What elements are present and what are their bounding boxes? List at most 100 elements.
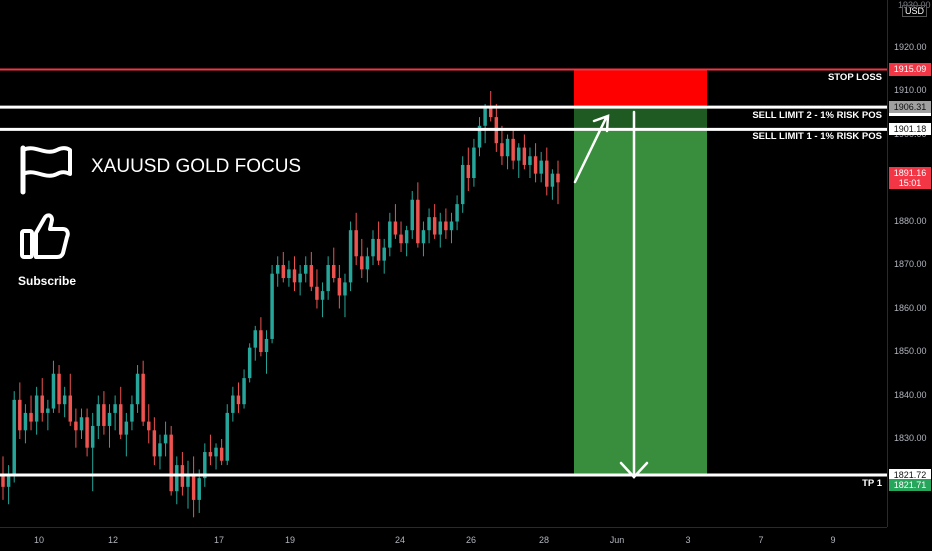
time-tick-label: 10: [33, 535, 45, 545]
candle-body: [444, 221, 448, 231]
chart-area[interactable]: XAUUSD GOLD FOCUS Subscribe STOP LOSS SE…: [0, 0, 887, 527]
price-tick-label: 1880.00: [894, 215, 927, 226]
candle-body: [214, 447, 218, 457]
candle-body: [12, 399, 16, 474]
candle-body: [236, 395, 241, 405]
candle-body: [472, 147, 476, 178]
candle-body: [124, 421, 129, 435]
price-tick-label: 1860.00: [894, 302, 927, 313]
price-tick-label: 1840.00: [894, 389, 927, 400]
time-tick-label: 17: [213, 535, 225, 545]
candle-body: [96, 404, 101, 426]
sell-limit-1-price-badge: 1901.18: [889, 123, 931, 136]
candle-body: [197, 478, 201, 500]
candle-body: [130, 404, 134, 422]
time-tick-label: 3: [685, 535, 691, 545]
candle-body: [455, 204, 459, 222]
price-tick-label: 1830.00: [894, 433, 927, 443]
candle-body: [18, 399, 22, 431]
candle-body: [259, 330, 263, 352]
candle-body: [34, 395, 39, 422]
sell-limit-2-label: SELL LIMIT 2 - 1% RISK POS: [752, 109, 882, 121]
candle-body: [315, 286, 319, 300]
candle-body: [533, 156, 538, 174]
candle-body: [203, 452, 207, 479]
price-tick-label: 1910.00: [894, 85, 927, 95]
candle-body: [309, 265, 314, 287]
candle-body: [90, 425, 95, 448]
candle-body: [158, 443, 162, 457]
candle-body: [208, 452, 213, 457]
candle-body: [113, 404, 117, 413]
candle-body: [382, 247, 386, 261]
candle-body: [438, 221, 443, 235]
price-badge: 1891.16: [889, 166, 931, 179]
candle-body: [191, 473, 196, 500]
candle-body: [107, 412, 112, 426]
candle-body: [376, 238, 381, 261]
candle-body: [410, 199, 414, 231]
flag-icon[interactable]: [18, 144, 74, 196]
price-axis[interactable]: 1930.00 USD 1920.001910.001900.001890.00…: [887, 0, 932, 527]
candle-body: [511, 138, 515, 161]
candle-body: [477, 125, 482, 148]
time-axis[interactable]: 10 12 17 19 24 26 28 Jun 3 7 9: [0, 527, 887, 551]
candle-body: [488, 108, 493, 118]
candle-body: [275, 265, 280, 274]
time-tick-label: 12: [107, 535, 119, 545]
down-arrow-icon: [619, 110, 649, 479]
candle-body: [528, 156, 532, 165]
candle-body: [343, 282, 347, 296]
candle-body: [416, 199, 420, 244]
target-zone: [574, 129, 707, 476]
candle-body: [74, 421, 78, 431]
candle-body: [298, 273, 302, 283]
candle-body: [449, 221, 454, 231]
candle-body: [466, 164, 471, 178]
candle-body: [135, 373, 140, 405]
price-chart[interactable]: [0, 0, 887, 527]
candle-body: [292, 269, 297, 283]
candle-body: [186, 473, 190, 487]
subscribe-label[interactable]: Subscribe: [18, 274, 77, 288]
candle-body: [522, 147, 527, 165]
candle-body: [337, 278, 342, 296]
price-tick-label: 1920.00: [894, 41, 927, 52]
candle-body: [303, 265, 308, 274]
candle-body: [79, 417, 84, 431]
time-tick-label: 19: [284, 535, 296, 545]
candle-body: [141, 373, 145, 422]
time-tick-label: 24: [394, 535, 406, 545]
up-arrow-icon: [573, 114, 610, 184]
chart-title: XAUUSD GOLD FOCUS: [91, 156, 302, 177]
stop-loss-zone: [574, 69, 707, 108]
candle-body: [539, 160, 543, 174]
time-tick-label: 9: [830, 535, 836, 545]
candle-body: [404, 230, 409, 244]
candle-body: [163, 434, 168, 444]
candle-body: [320, 291, 325, 300]
candle-body: [388, 221, 392, 248]
candle-body: [85, 417, 89, 448]
candle-body: [545, 160, 549, 187]
time-tick-label: 7: [758, 535, 764, 545]
candle-body: [40, 395, 44, 413]
candle-body: [556, 173, 560, 183]
candle-body: [371, 238, 375, 257]
candle-body: [51, 373, 56, 409]
candle-body: [427, 217, 431, 231]
candle-body: [365, 256, 370, 270]
candle-body: [393, 221, 398, 235]
stop-loss-label: STOP LOSS: [827, 72, 882, 84]
thumbs-up-icon[interactable]: [19, 209, 71, 261]
candle-body: [500, 143, 504, 157]
candle-body: [57, 373, 61, 405]
price-tick-label: 1850.00: [894, 346, 927, 356]
price-badge: 1821.71: [889, 478, 931, 491]
candle-body: [270, 273, 274, 339]
candle-body: [517, 147, 521, 161]
currency-label[interactable]: USD: [901, 5, 927, 17]
candle-body: [46, 408, 50, 413]
candle-body: [460, 164, 465, 205]
candle-body: [247, 347, 252, 379]
